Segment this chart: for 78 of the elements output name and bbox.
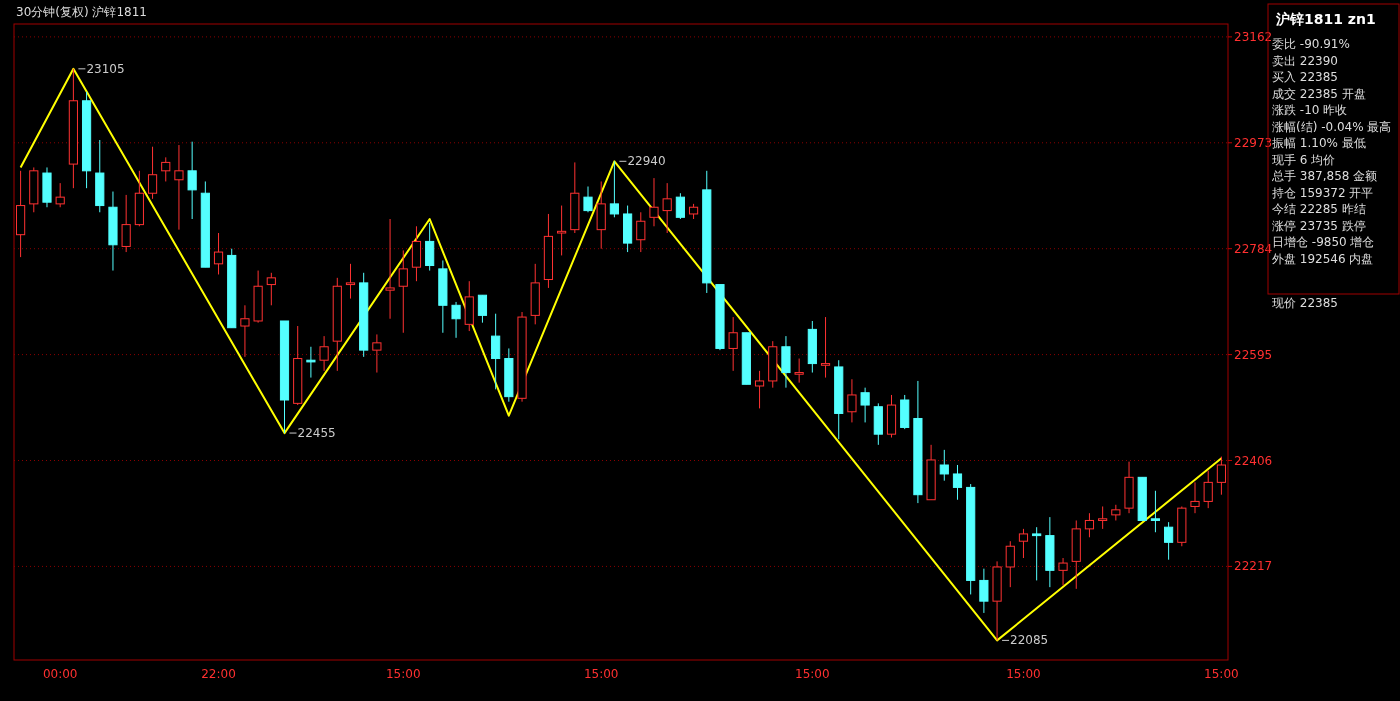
x-tick-label: 15:00 [1006,667,1041,681]
y-tick-label: 22217 [1234,559,1273,574]
annotation: 22085 [1010,633,1049,648]
candlestick [662,182,672,234]
candlestick [1018,528,1029,559]
candlestick [1098,505,1108,530]
annotation: 23105 [86,61,125,76]
y-tick-label: 22784 [1234,241,1273,256]
candlestick [266,272,276,306]
text: 总手 387,858 金额 [1271,169,1378,183]
text: 涨停 23735 跌停 [1272,218,1366,233]
text: 现价 22385 [1272,296,1338,310]
candlestick [1005,540,1015,588]
y-tick-label: 22595 [1234,347,1273,362]
candlestick [820,316,831,379]
candlestick [477,294,488,324]
candlestick [1150,490,1161,533]
candlestick [847,378,857,423]
candlestick [557,205,567,256]
candlestick [860,387,870,423]
x-tick-label: 22:00 [201,667,236,681]
text: 卖出 22390 [1272,53,1338,68]
candlestick [319,335,329,372]
candlestick [1032,526,1042,581]
candlestick [583,186,593,213]
candlestick [1084,512,1095,538]
candlestick [675,192,685,220]
text: 委比 -90.91% [1272,37,1350,51]
candlestick [952,464,963,501]
candlestick [728,316,738,372]
candlestick [1164,521,1174,561]
candlestick [636,211,646,253]
candlestick [385,218,395,320]
candlestick [1216,456,1226,496]
annotation: 22940 [627,154,666,169]
text: 现手 6 均价 [1272,152,1336,167]
text: 外盘 192546 内盘 [1272,251,1374,266]
x-tick-label: 15:00 [385,667,421,681]
candlestick [213,232,224,275]
candlestick [121,194,131,253]
text: 买入 22385 [1272,70,1338,84]
candlestick [979,568,989,614]
candlestick [174,144,184,231]
text: 振幅 1.10% 最低 [1272,136,1366,150]
candlestick [794,358,804,384]
x-tick-label: 15:00 [795,667,830,681]
text: 沪锌1811 zn1 [1275,11,1376,27]
text: 日增仓 -9850 增仓 [1272,235,1375,249]
x-tick-label: 15:00 [583,667,619,681]
candlestick [161,156,171,182]
text: 成交 22385 开盘 [1272,86,1366,101]
candlestick [240,304,250,358]
candlestick [1190,481,1200,514]
candlestick [1203,470,1213,509]
annotation: 22455 [297,426,336,441]
candlestick [187,141,197,220]
candlestick [649,177,659,227]
candlestick [754,370,765,409]
candlestick [55,182,65,208]
y-tick-label: 22406 [1234,453,1273,468]
y-tick-label: 22973 [1234,135,1273,150]
chart-title: 30分钟(复权) 沪锌1811 [16,5,147,19]
candlestick [491,313,501,390]
text: 涨幅(结) -0.04% 最高 [1272,119,1392,134]
candlestick [306,346,316,379]
candlestick [451,301,461,339]
text: 今结 22285 昨结 [1272,202,1366,216]
candlestick [939,449,949,482]
candlestick [398,249,408,334]
candlestick [372,333,382,374]
candlestick [345,263,356,300]
text: 持仓 159372 开平 [1272,185,1374,200]
text: 涨跌 -10 昨收 [1272,103,1348,117]
x-tick-label: 00:00 [42,667,78,681]
x-tick-label: 15:00 [1204,667,1239,681]
candlestick [1058,557,1068,586]
candlestick [147,146,158,200]
y-tick-label: 23162 [1234,29,1273,44]
